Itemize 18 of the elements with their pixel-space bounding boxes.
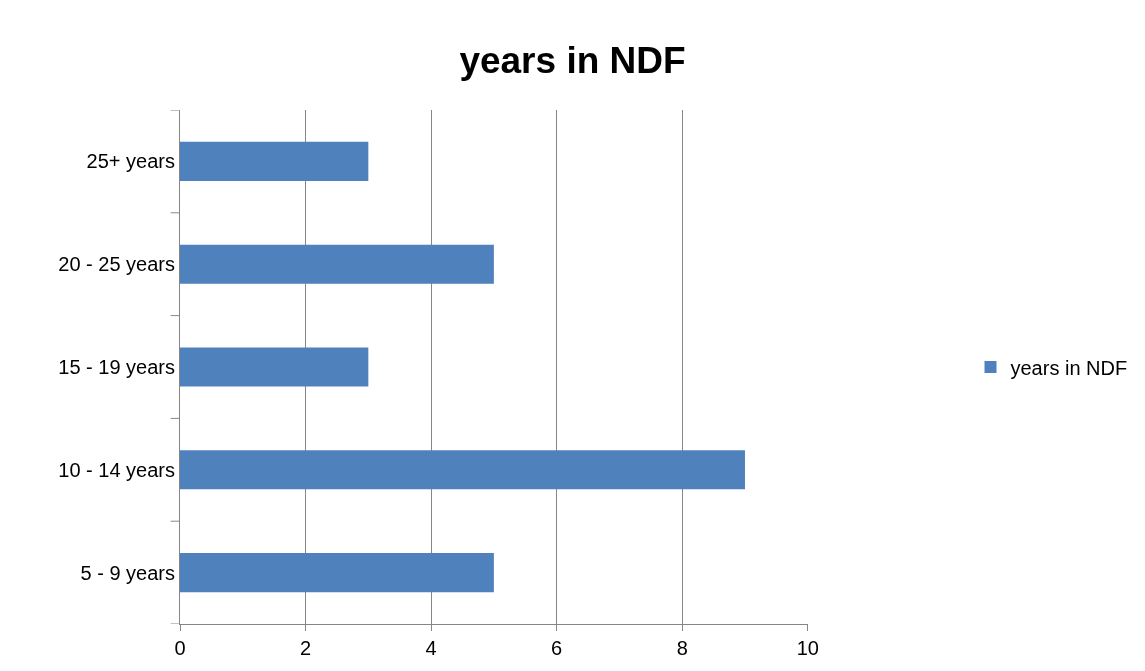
bar bbox=[180, 244, 494, 284]
x-tick-label: 4 bbox=[425, 637, 437, 659]
y-tick-label: 10 - 14 years bbox=[58, 458, 175, 481]
x-tick-label: 8 bbox=[676, 637, 688, 659]
y-tick-label: 20 - 25 years bbox=[58, 253, 175, 276]
chart-title: years in NDF bbox=[459, 39, 686, 81]
x-tick-label: 10 bbox=[796, 637, 819, 659]
y-tick-label: 25+ years bbox=[86, 150, 175, 173]
legend-label: years in NDF bbox=[1010, 356, 1128, 379]
bar bbox=[180, 553, 494, 593]
bar bbox=[180, 450, 745, 490]
x-tick-label: 2 bbox=[299, 637, 312, 659]
x-tick-label: 0 bbox=[174, 637, 186, 659]
y-tick-label: 15 - 19 years bbox=[58, 356, 175, 378]
x-tick-label: 6 bbox=[551, 637, 563, 659]
bar bbox=[180, 141, 369, 181]
bar bbox=[180, 347, 369, 387]
y-tick-label: 5 - 9 years bbox=[80, 561, 175, 584]
